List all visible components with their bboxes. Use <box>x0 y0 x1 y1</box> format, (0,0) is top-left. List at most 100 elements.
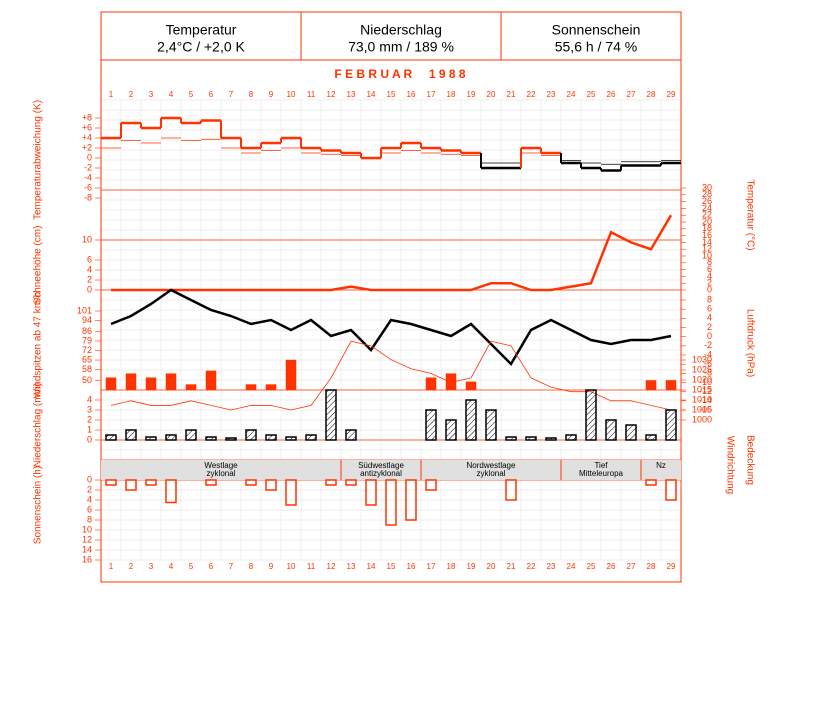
y2-tick-label: -8 <box>704 368 712 378</box>
bar <box>345 479 357 486</box>
bar <box>645 434 657 441</box>
x-tick-label: 3 <box>149 90 154 99</box>
bar <box>145 479 157 486</box>
x-tick-label: 8 <box>249 562 254 571</box>
x-tick-label: 13 <box>347 562 356 571</box>
x-tick-label: 25 <box>587 90 596 99</box>
line <box>110 340 672 411</box>
y-tick-label: +4 <box>82 132 92 142</box>
weather-type: Nz <box>656 461 666 470</box>
x-tick-label: 9 <box>269 562 274 571</box>
bar <box>425 479 437 491</box>
month-title: F E B R U A R 1 9 8 8 <box>334 67 465 81</box>
bar <box>165 373 177 391</box>
x-tick-label: 15 <box>387 90 396 99</box>
y2-tick-label: 2 <box>707 278 712 288</box>
y-tick-label: 16 <box>82 554 92 564</box>
bar <box>565 434 577 441</box>
x-tick-label: 2 <box>129 562 134 571</box>
header-label: Temperatur <box>166 22 237 38</box>
bar <box>285 359 297 391</box>
x-tick-label: 10 <box>287 562 296 571</box>
x-tick-label: 4 <box>169 90 174 99</box>
x-tick-label: 25 <box>587 562 596 571</box>
bar <box>325 389 337 441</box>
bar <box>665 479 677 501</box>
x-tick-label: 21 <box>507 562 516 571</box>
x-tick-label: 22 <box>527 562 536 571</box>
weather-band <box>101 460 681 480</box>
y-tick-label: 1 <box>87 424 92 434</box>
bar <box>225 437 237 441</box>
y2-tick-label: 16 <box>702 230 712 240</box>
x-tick-label: 20 <box>487 562 496 571</box>
bar <box>425 377 437 391</box>
weather-type: Nordwestlage <box>467 461 516 470</box>
y-tick-label: 65 <box>82 354 92 364</box>
y2-tick-label: 8 <box>707 294 712 304</box>
bar <box>605 419 617 441</box>
bar <box>205 370 217 391</box>
bar <box>505 436 517 441</box>
y-axis-label: Niederschlag (mm) <box>33 383 44 467</box>
y-tick-label: 10 <box>82 524 92 534</box>
y-tick-label: 72 <box>82 345 92 355</box>
header-value: 2,4°C / +2,0 K <box>157 39 245 55</box>
x-tick-label: 4 <box>169 562 174 571</box>
y2-tick-label: 6 <box>707 304 712 314</box>
y2-tick-label: 8 <box>707 257 712 267</box>
bar <box>345 429 357 441</box>
x-tick-label: 23 <box>547 562 556 571</box>
x-tick-label: 1 <box>109 562 114 571</box>
y2-tick-label: 1010 <box>692 394 712 404</box>
y-tick-label: 12 <box>82 534 92 544</box>
y2-tick-label: 2 <box>707 322 712 332</box>
y-tick-label: 10 <box>82 234 92 244</box>
bar <box>265 434 277 441</box>
y2-tick-label: -10 <box>699 377 712 387</box>
y2-tick-label: 30 <box>702 182 712 192</box>
y-tick-label: 4 <box>87 394 92 404</box>
bar <box>585 389 597 441</box>
bar <box>645 479 657 486</box>
y-axis-label: Windspitzen ab 47 km/h <box>33 292 44 399</box>
x-tick-label: 2 <box>129 90 134 99</box>
bar <box>665 380 677 391</box>
y2-tick-label: -2 <box>704 340 712 350</box>
weather-type: Tief <box>594 461 608 470</box>
x-tick-label: 26 <box>607 90 616 99</box>
x-tick-label: 22 <box>527 90 536 99</box>
x-tick-label: 10 <box>287 90 296 99</box>
x-tick-label: 13 <box>347 90 356 99</box>
bar <box>425 409 437 441</box>
y-tick-label: 0 <box>87 434 92 444</box>
y2-tick-label: 20 <box>702 216 712 226</box>
y2-tick-label: 22 <box>702 210 712 220</box>
x-tick-label: 20 <box>487 90 496 99</box>
header-value: 73,0 mm / 189 % <box>348 39 454 55</box>
x-tick-label: 6 <box>209 90 214 99</box>
x-tick-label: 29 <box>667 90 676 99</box>
weather-type: zyklonal <box>207 469 236 478</box>
bar <box>125 373 137 391</box>
y-tick-label: +6 <box>82 122 92 132</box>
bar <box>205 436 217 441</box>
y2-tick-label: 24 <box>702 203 712 213</box>
x-tick-label: 6 <box>209 562 214 571</box>
x-tick-label: 7 <box>229 90 234 99</box>
bar <box>165 434 177 441</box>
y-tick-label: 4 <box>87 494 92 504</box>
y2-tick-label: 28 <box>702 189 712 199</box>
bar <box>185 429 197 441</box>
x-tick-label: 11 <box>307 562 316 571</box>
bar <box>665 409 677 441</box>
y-axis-label: Schneehöhe (cm) <box>33 226 44 305</box>
y2-tick-label: 1015 <box>692 384 712 394</box>
bar <box>365 479 377 506</box>
band-label: Windrichtung <box>724 436 735 494</box>
weather-type: zyklonal <box>477 469 506 478</box>
y-axis-label: Sonnenschein (h) <box>33 466 44 544</box>
y-tick-label: 0 <box>87 284 92 294</box>
y-tick-label: 101 <box>77 305 92 315</box>
y-tick-label: 86 <box>82 326 92 336</box>
